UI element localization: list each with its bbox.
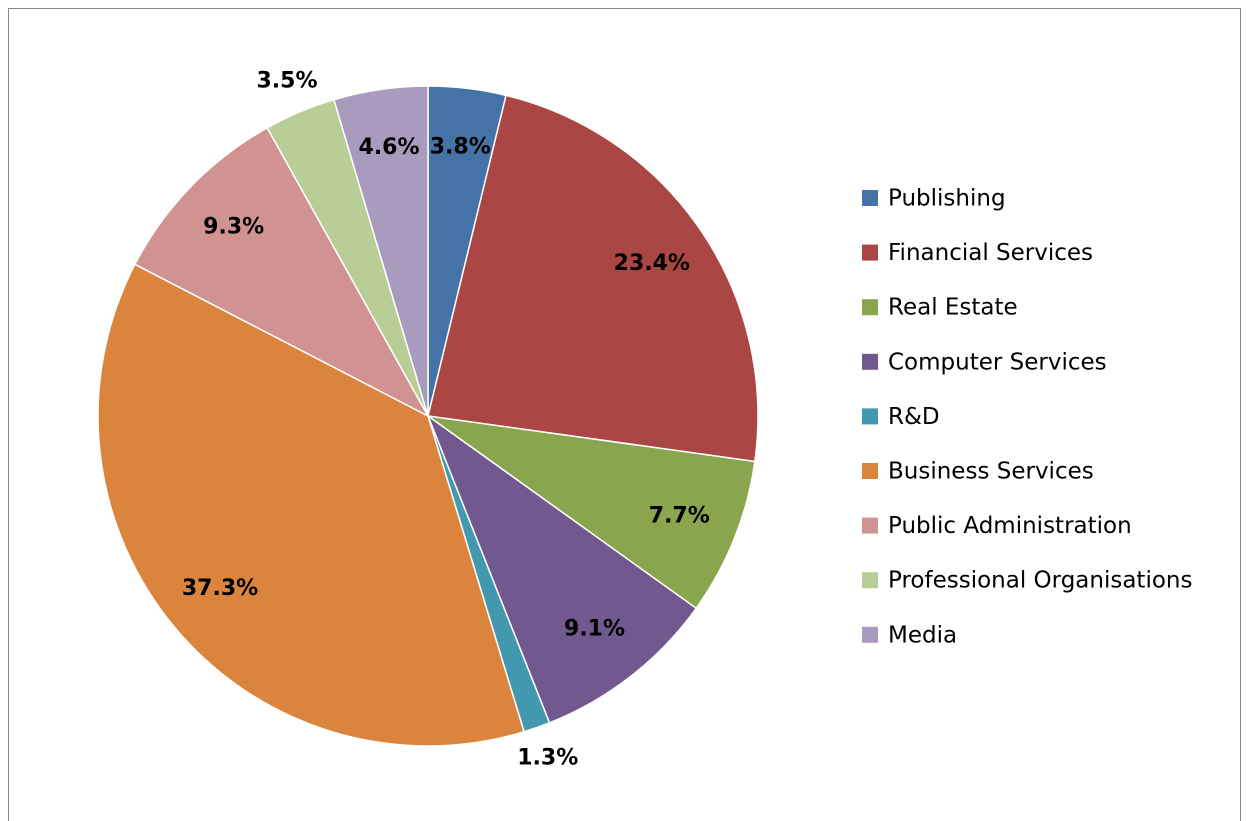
- legend-label: R&D: [888, 404, 940, 430]
- pie-slice: [97, 263, 525, 747]
- pie-slice: [427, 94, 759, 463]
- legend-swatch: [862, 408, 878, 425]
- legend-label: Financial Services: [888, 240, 1093, 266]
- pie-slice: [333, 85, 429, 417]
- data-label: 23.4%: [614, 251, 690, 276]
- legend-swatch: [862, 463, 878, 479]
- legend-swatch: [862, 353, 878, 370]
- legend-swatch: [862, 517, 878, 534]
- data-label: 7.7%: [649, 503, 710, 528]
- data-label: 9.3%: [203, 215, 264, 240]
- legend-swatch: [862, 572, 878, 589]
- data-label: 37.3%: [182, 576, 258, 601]
- legend-label: Business Services: [888, 459, 1094, 485]
- legend-label: Computer Services: [888, 349, 1107, 375]
- legend-swatch: [862, 626, 878, 643]
- data-label: 3.5%: [256, 69, 317, 94]
- legend-label: Publishing: [888, 186, 1006, 212]
- data-label: 1.3%: [517, 746, 578, 771]
- pie-slice: [426, 413, 698, 724]
- pie-slice: [427, 415, 756, 610]
- legend-swatch: [862, 299, 878, 316]
- legend-label: Professional Organisations: [888, 568, 1192, 594]
- data-label: 3.8%: [430, 134, 491, 159]
- pie-slice: [133, 126, 430, 418]
- legend-label: Media: [888, 622, 957, 648]
- legend-swatch: [862, 190, 878, 206]
- data-label: 4.6%: [359, 135, 420, 160]
- legend-label: Public Administration: [888, 513, 1132, 539]
- data-label: 9.1%: [564, 616, 625, 641]
- legend-label: Real Estate: [888, 295, 1018, 321]
- legend-swatch: [862, 244, 878, 261]
